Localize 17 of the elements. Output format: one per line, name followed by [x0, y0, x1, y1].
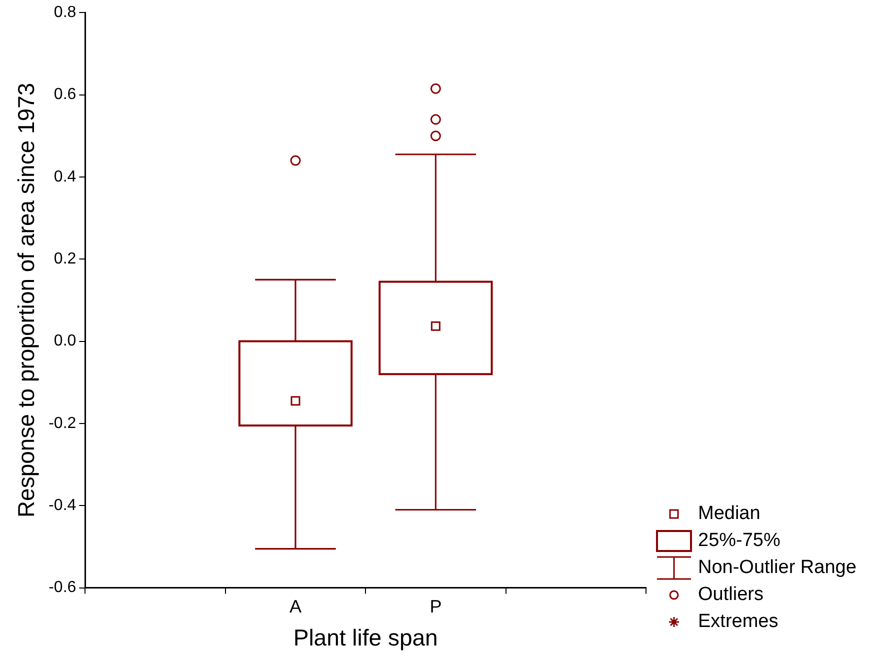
- y-tick-label: 0.4: [54, 168, 76, 186]
- y-axis-title: Response to proportion of area since 1973: [13, 82, 40, 518]
- y-tick-label: 0.8: [54, 4, 76, 22]
- text: Non-Outlier Range: [698, 556, 856, 578]
- text: Median: [698, 502, 760, 524]
- y-tick-label: 0.6: [54, 86, 76, 104]
- text: Extremes: [698, 610, 778, 632]
- x-tick-label: P: [430, 596, 442, 617]
- text: Outliers: [698, 584, 764, 606]
- x-axis-title: Plant life span: [293, 624, 438, 651]
- y-tick-label: -0.4: [48, 497, 76, 514]
- y-tick-label: 0.0: [54, 332, 76, 350]
- y-tick-label: -0.2: [48, 414, 76, 432]
- text: 25%-75%: [698, 530, 780, 552]
- y-tick-label: -0.6: [48, 579, 76, 596]
- y-tick-label: 0.2: [54, 250, 76, 268]
- x-tick-label: A: [289, 596, 302, 617]
